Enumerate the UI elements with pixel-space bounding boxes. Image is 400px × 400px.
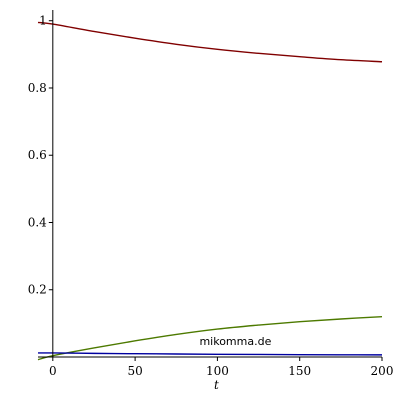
y-tick-label: 0.4 [28,215,47,229]
x-tick-label: 0 [49,364,57,378]
y-tick-label: 0.6 [28,148,47,162]
watermark-text: mikomma.de [199,335,271,348]
series-layer [37,21,383,361]
axes-layer [38,10,382,358]
series-line-1 [37,21,383,63]
y-tick-label: 0.8 [28,81,47,95]
x-tick-label: 100 [206,364,229,378]
ticks-layer: 0 50 100 150 200 0.2 0.4 0.6 0.8 1 [28,14,394,378]
series-line-2 [37,315,383,361]
x-tick-label: 150 [288,364,311,378]
x-axis-label: t [214,378,219,392]
series-line-3 [37,352,383,356]
y-tick-label: 0.2 [28,283,47,297]
y-tick-label: 1 [39,14,47,28]
x-tick-label: 200 [371,364,394,378]
x-tick-label: 50 [127,364,142,378]
